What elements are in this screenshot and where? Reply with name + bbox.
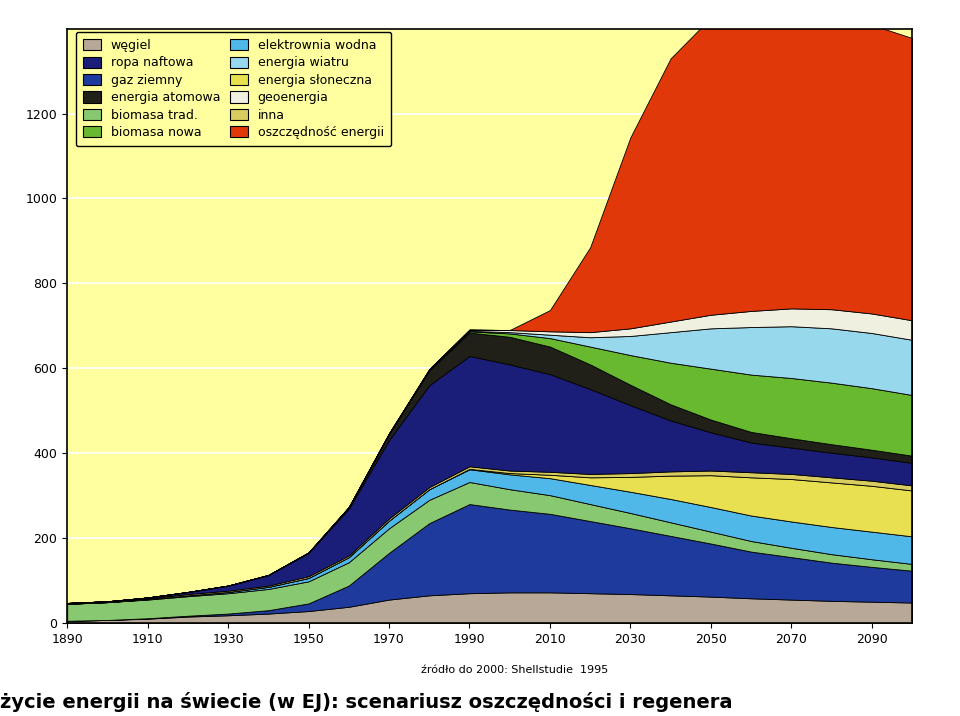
Text: życie energii na świecie (w EJ): scenariusz oszczędności i regenera: życie energii na świecie (w EJ): scenari… [0, 692, 732, 712]
Legend: węgiel, ropa naftowa, gaz ziemny, energia atomowa, biomasa trad., biomasa nowa, : węgiel, ropa naftowa, gaz ziemny, energi… [76, 32, 392, 147]
Text: źródło do 2000: Shellstudie  1995: źródło do 2000: Shellstudie 1995 [421, 664, 609, 674]
